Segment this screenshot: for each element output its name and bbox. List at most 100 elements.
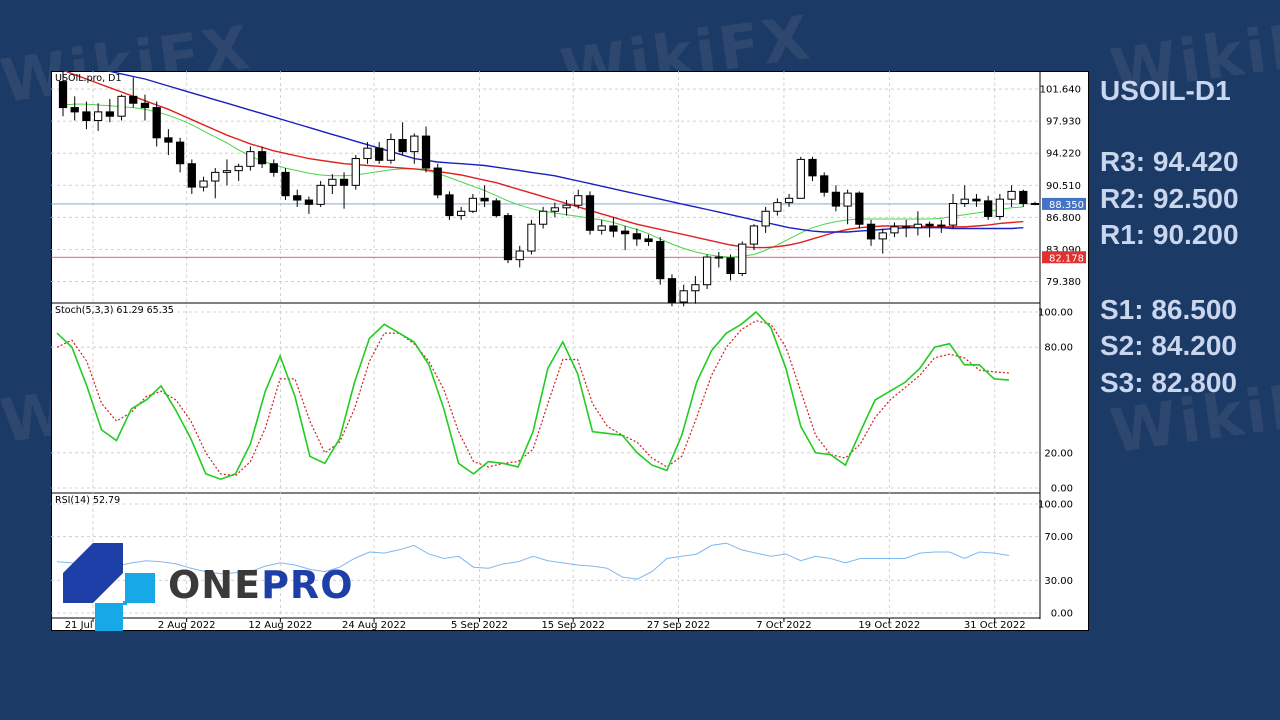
candle-bear xyxy=(164,137,173,143)
candle-bull xyxy=(94,111,103,122)
level-r1: R1: 90.200 xyxy=(1100,219,1239,250)
candle-bull xyxy=(960,198,969,204)
x-tick-label: 21 Jul 2022 xyxy=(65,620,122,631)
candle-bear xyxy=(714,256,723,259)
candle-bear xyxy=(644,238,653,243)
x-tick-label: 7 Oct 2022 xyxy=(756,620,811,631)
candle-bear xyxy=(1019,190,1028,204)
candle-bear xyxy=(820,175,829,193)
candle-bull xyxy=(597,225,606,231)
candle-bull xyxy=(316,184,325,205)
candle-bull xyxy=(749,225,759,245)
candle-bull xyxy=(995,198,1004,217)
candle-bull xyxy=(761,210,770,227)
candle-bull xyxy=(539,210,548,225)
ma-slow-line xyxy=(105,71,1024,233)
rsi-tick-label: 70.00 xyxy=(1044,532,1073,543)
candle-bull xyxy=(328,178,337,186)
rsi-tick-label: 100.00 xyxy=(1038,500,1073,511)
candle-bull xyxy=(199,180,208,188)
chart-panel: 101.640 97.930 94.220 90.510 86.800 83.090 79.… xyxy=(51,71,1089,631)
candle-bull xyxy=(679,290,688,303)
candle-bear xyxy=(585,195,595,231)
candle-bear xyxy=(925,223,934,227)
level-s3: S3: 82.800 xyxy=(1100,366,1237,398)
level-price-label: 82.178 xyxy=(1049,253,1084,264)
chart-canvas: 101.640 97.930 94.220 90.510 86.800 83.090 79.… xyxy=(51,71,1089,631)
price-tick-label: 79.380 xyxy=(1046,277,1081,288)
x-tick-label: 15 Sep 2022 xyxy=(541,620,604,631)
candle-bull xyxy=(351,158,360,186)
candle-bull xyxy=(550,207,559,212)
candle-bear xyxy=(667,278,677,303)
candle-bear xyxy=(105,111,114,117)
level-r3: R3: 94.420 xyxy=(1100,146,1239,177)
chart-frame xyxy=(51,71,1089,631)
candle-bull xyxy=(574,195,583,206)
onepro-wordmark: ONEPRO xyxy=(168,563,354,607)
candle-bear xyxy=(492,200,501,217)
candle-bear xyxy=(281,171,290,197)
candle-bear xyxy=(304,199,314,205)
candle-bull xyxy=(702,256,712,286)
candle-bear xyxy=(421,135,431,169)
candle-bull xyxy=(784,197,794,204)
candle-bull xyxy=(234,165,243,172)
x-tick-label: 12 Aug 2022 xyxy=(248,620,312,631)
price-panel-label: USOIL.pro, D1 xyxy=(55,73,122,84)
candle-bear xyxy=(480,197,489,202)
candle-bear xyxy=(339,178,349,186)
candle-bear xyxy=(984,200,993,217)
candle-bull xyxy=(843,192,852,207)
stoch-tick-label: 100.00 xyxy=(1038,308,1073,319)
candle-bear xyxy=(609,225,618,232)
current-price-label: 88.350 xyxy=(1049,200,1084,211)
candle-bear xyxy=(726,257,735,274)
price-tick-label: 97.930 xyxy=(1046,117,1081,128)
candle-bear xyxy=(70,107,79,113)
candle-bull xyxy=(386,139,396,161)
x-tick-label: 2 Aug 2022 xyxy=(158,620,216,631)
candle-bear xyxy=(503,215,513,261)
candle-bear xyxy=(82,111,91,122)
candle-bear xyxy=(152,107,161,139)
x-tick-label: 31 Oct 2022 xyxy=(964,620,1026,631)
onepro-logo: ONEPRO xyxy=(63,541,373,633)
level-price-tag xyxy=(1042,251,1086,264)
candle-bear xyxy=(293,195,302,201)
symbol-title: USOIL-D1 xyxy=(1100,75,1231,106)
candle-bull xyxy=(773,202,782,212)
candle-bear xyxy=(129,95,138,104)
stoch-tick-label: 20.00 xyxy=(1044,448,1073,459)
stoch-main-line xyxy=(56,310,1010,481)
current-price-tag xyxy=(1042,197,1086,210)
candle-bull xyxy=(796,158,805,199)
candle-bear xyxy=(375,147,384,161)
candle-bull xyxy=(527,223,536,252)
candle-bull xyxy=(410,135,419,153)
candle-bear xyxy=(175,141,185,165)
candle-bull xyxy=(363,147,372,160)
candle-bull xyxy=(1007,190,1016,200)
candle-bear xyxy=(620,230,630,235)
levels-panel: USOIL-D1 R3: 94.420 R2: 92.500 R1: 90.20… xyxy=(1100,72,1270,401)
x-tick-label: 24 Aug 2022 xyxy=(342,620,406,631)
candle-bear xyxy=(972,198,981,202)
x-tick-label: 5 Sep 2022 xyxy=(451,620,508,631)
level-s1: S1: 86.500 xyxy=(1100,293,1237,325)
candle-bull xyxy=(890,226,899,234)
brand-one: ONE xyxy=(168,563,262,607)
candle-bull xyxy=(211,171,220,182)
candle-bear xyxy=(187,163,196,188)
price-tick-label: 86.800 xyxy=(1046,213,1081,224)
candle-bear xyxy=(398,139,407,153)
candle-bear xyxy=(831,191,841,207)
stoch-tick-label: 80.00 xyxy=(1044,343,1073,354)
level-s2: S2: 84.200 xyxy=(1100,330,1237,361)
x-tick-label: 27 Sep 2022 xyxy=(647,620,710,631)
candle-bull xyxy=(948,202,958,226)
candle-bull xyxy=(468,197,478,212)
candle-bull xyxy=(246,151,255,167)
candle-bear xyxy=(808,158,817,177)
candle-bear xyxy=(866,223,876,240)
